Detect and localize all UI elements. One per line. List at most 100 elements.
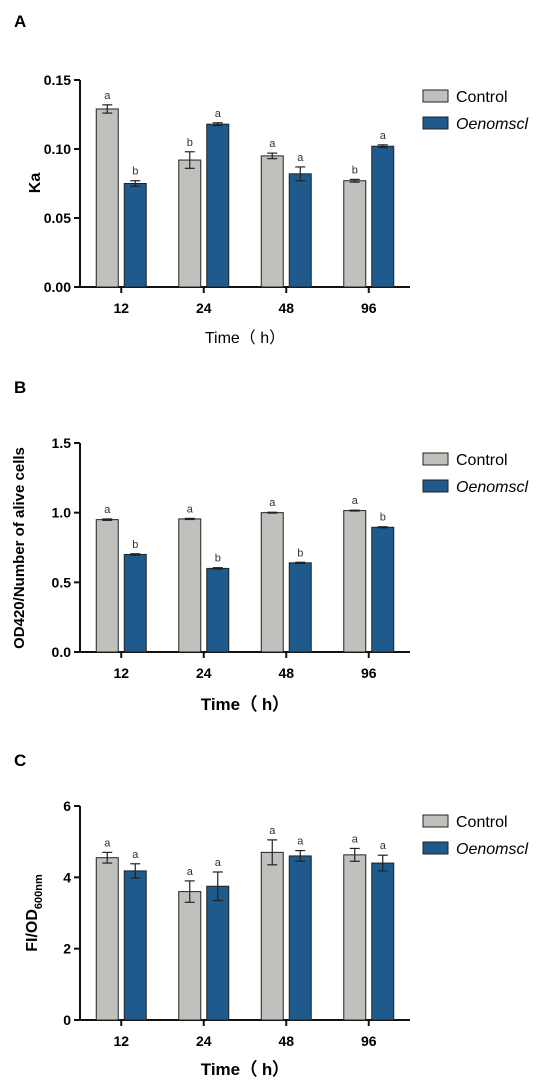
legend-label-control: Control bbox=[456, 452, 508, 469]
y-tick-label: 2 bbox=[63, 941, 71, 957]
legend-swatch-control bbox=[422, 814, 449, 828]
legend-label-oenomscl: Oenomscl bbox=[456, 116, 528, 133]
bar-oenomscl bbox=[371, 862, 395, 1021]
significance-letter: a bbox=[104, 90, 111, 102]
bar-control bbox=[260, 512, 284, 653]
bar-oenomscl bbox=[123, 183, 147, 288]
significance-letter: a bbox=[104, 837, 111, 849]
bar-control bbox=[95, 519, 119, 653]
y-tick-label: 0.15 bbox=[44, 72, 71, 88]
panel-a: A 0.00 0.05 0.10 0.15 Ka 12 a b 24 b a 48 a a 96 b a Time（… bbox=[14, 12, 528, 347]
legend-label-oenomscl: Oenomscl bbox=[456, 841, 528, 858]
bar-oenomscl bbox=[206, 123, 230, 288]
significance-letter: a bbox=[352, 495, 359, 507]
x-axis-label: Time（ h） bbox=[201, 694, 289, 714]
bar-control bbox=[343, 510, 367, 653]
legend-swatch-oenomscl bbox=[422, 116, 449, 130]
x-tick-label: 96 bbox=[361, 1033, 377, 1049]
x-tick-label: 12 bbox=[113, 665, 129, 681]
x-axis-label: Time（ h） bbox=[205, 329, 285, 347]
significance-letter: a bbox=[269, 825, 276, 837]
bar-oenomscl bbox=[123, 553, 147, 653]
x-tick-label: 24 bbox=[196, 300, 212, 316]
y-axis-label: Ka bbox=[27, 173, 44, 194]
bar-oenomscl bbox=[206, 885, 230, 1021]
x-tick-label: 96 bbox=[361, 665, 377, 681]
legend-swatch-control bbox=[422, 89, 449, 103]
bar-oenomscl bbox=[288, 173, 312, 288]
significance-letter: a bbox=[187, 866, 194, 878]
y-tick-label: 6 bbox=[63, 798, 71, 814]
significance-letter: a bbox=[215, 108, 222, 120]
y-axis-label-text: Ka bbox=[27, 173, 44, 194]
significance-letter: a bbox=[269, 138, 276, 150]
panel-label: A bbox=[14, 12, 26, 31]
panel-label: C bbox=[14, 751, 26, 770]
bar-control bbox=[178, 518, 202, 653]
bar-control bbox=[343, 180, 367, 288]
y-axis-label-text: FI/OD bbox=[24, 909, 41, 952]
x-tick-label: 12 bbox=[113, 300, 129, 316]
significance-letter: a bbox=[187, 503, 194, 515]
panel-b: B 0.0 0.5 1.0 1.5 OD420/Number of alive cells… bbox=[11, 378, 528, 714]
x-tick-label: 24 bbox=[196, 665, 212, 681]
significance-letter: a bbox=[269, 497, 276, 509]
bar-control bbox=[260, 851, 284, 1021]
bar-oenomscl bbox=[123, 870, 147, 1021]
significance-letter: a bbox=[104, 504, 111, 516]
x-tick-label: 48 bbox=[278, 1033, 294, 1049]
panel-label: B bbox=[14, 378, 26, 397]
y-tick-label: 0.10 bbox=[44, 141, 71, 157]
x-tick-label: 24 bbox=[196, 1033, 212, 1049]
y-tick-label: 4 bbox=[63, 869, 71, 885]
significance-letter: a bbox=[380, 840, 387, 852]
x-tick-label: 48 bbox=[278, 665, 294, 681]
y-axis-label: OD420/Number of alive cells bbox=[11, 447, 28, 649]
y-tick-label: 0.5 bbox=[52, 574, 72, 590]
y-tick-label: 0.00 bbox=[44, 279, 71, 295]
x-axis-label: Time（ h） bbox=[201, 1059, 289, 1079]
bar-control bbox=[178, 159, 202, 288]
y-tick-label: 0.05 bbox=[44, 210, 71, 226]
significance-letter: a bbox=[297, 152, 304, 164]
bar-control bbox=[260, 155, 284, 288]
bar-oenomscl bbox=[206, 567, 230, 653]
significance-letter: a bbox=[380, 130, 387, 142]
significance-letter: a bbox=[297, 836, 304, 848]
bar-oenomscl bbox=[371, 145, 395, 288]
y-tick-label: 0 bbox=[63, 1012, 71, 1028]
significance-letter: b bbox=[297, 547, 303, 559]
significance-letter: b bbox=[380, 512, 386, 524]
bar-control bbox=[95, 857, 119, 1021]
significance-letter: a bbox=[352, 833, 359, 845]
y-tick-label: 1.0 bbox=[52, 505, 72, 521]
bar-control bbox=[95, 108, 119, 288]
legend-swatch-oenomscl bbox=[422, 479, 449, 493]
bar-oenomscl bbox=[371, 526, 395, 653]
significance-letter: b bbox=[187, 137, 193, 149]
y-tick-label: 0.0 bbox=[52, 644, 72, 660]
bar-control bbox=[178, 891, 202, 1021]
bar-oenomscl bbox=[288, 562, 312, 653]
legend-swatch-oenomscl bbox=[422, 841, 449, 855]
significance-letter: a bbox=[132, 849, 139, 861]
x-tick-label: 12 bbox=[113, 1033, 129, 1049]
y-tick-label: 1.5 bbox=[52, 435, 72, 451]
significance-letter: b bbox=[132, 166, 138, 178]
bar-control bbox=[343, 854, 367, 1021]
bar-oenomscl bbox=[288, 855, 312, 1021]
x-tick-label: 48 bbox=[278, 300, 294, 316]
y-axis-label-subscript: 600nm bbox=[33, 874, 45, 909]
y-axis-label: FI/OD600nm bbox=[24, 874, 45, 952]
legend-label-control: Control bbox=[456, 814, 508, 831]
x-tick-label: 96 bbox=[361, 300, 377, 316]
significance-letter: b bbox=[352, 164, 358, 176]
legend-label-control: Control bbox=[456, 89, 508, 106]
significance-letter: b bbox=[132, 539, 138, 551]
legend-label-oenomscl: Oenomscl bbox=[456, 479, 528, 496]
legend-swatch-control bbox=[422, 452, 449, 466]
y-axis-label-text: OD420/Number of alive cells bbox=[11, 447, 28, 649]
significance-letter: b bbox=[215, 553, 221, 565]
